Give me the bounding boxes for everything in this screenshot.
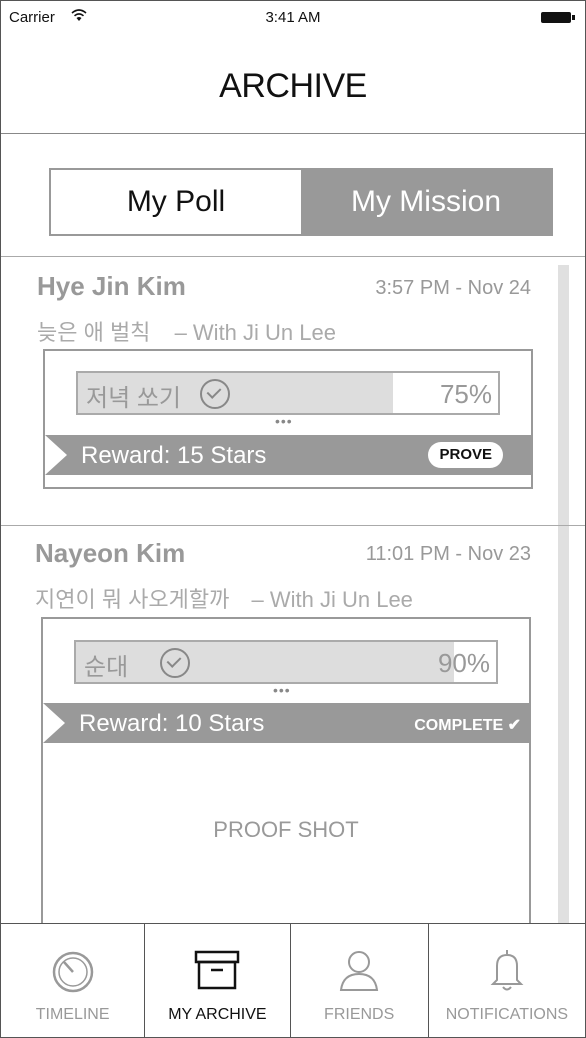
progress-fill bbox=[78, 373, 393, 413]
tab-label: TIMELINE bbox=[35, 1006, 110, 1023]
battery-icon bbox=[541, 12, 575, 23]
more-dots-icon[interactable]: ••• bbox=[275, 413, 293, 429]
task-label: 순대 bbox=[84, 654, 129, 681]
check-circle-icon bbox=[200, 379, 230, 409]
bell-icon bbox=[490, 950, 524, 991]
user-name: Nayeon Kim bbox=[35, 538, 186, 568]
scroll-indicator[interactable] bbox=[558, 265, 569, 925]
mission-subtitle: 지연이 뭐 사오게할까 – With Ji Un Lee bbox=[35, 582, 413, 614]
with-partner: – With Ji Un Lee bbox=[251, 587, 413, 612]
progress-percent: 75% bbox=[439, 379, 492, 409]
nav-header: ARCHIVE bbox=[1, 33, 585, 134]
divider bbox=[1, 525, 585, 526]
tab-label: NOTIFICATIONS bbox=[445, 1006, 569, 1023]
segment-my-poll[interactable]: My Poll bbox=[51, 170, 301, 234]
tab-bar: TIMELINE MY ARCHIVE FRIENDS NOTIFICATION… bbox=[1, 923, 585, 1037]
proof-shot-placeholder[interactable]: PROOF SHOT bbox=[213, 817, 359, 842]
person-icon bbox=[340, 951, 379, 991]
status-bar: Carrier 3:41 AM bbox=[1, 1, 585, 33]
tab-my-archive[interactable]: MY ARCHIVE bbox=[145, 924, 291, 1037]
mission-box: 저녁 쏘기 75% ••• Reward: 15 Stars PROVE bbox=[43, 349, 533, 489]
tab-timeline[interactable]: TIMELINE bbox=[1, 924, 146, 1037]
more-dots-icon[interactable]: ••• bbox=[273, 682, 291, 698]
mission-card[interactable]: Hye Jin Kim 3:57 PM - Nov 24 늦은 애 벌칙 – W… bbox=[1, 257, 585, 525]
progress-bar: 순대 90% bbox=[74, 640, 498, 684]
reward-bar: Reward: 10 Stars COMPLETE ✔ bbox=[43, 703, 529, 743]
progress-fill bbox=[76, 642, 454, 682]
segmented-control: My Poll My Mission bbox=[49, 168, 553, 236]
tab-friends[interactable]: FRIENDS bbox=[291, 924, 429, 1037]
page-title: ARCHIVE bbox=[219, 67, 367, 105]
clock-label: 3:41 AM bbox=[265, 9, 321, 26]
reward-bar: Reward: 15 Stars PROVE bbox=[45, 435, 531, 475]
mission-card[interactable]: Nayeon Kim 11:01 PM - Nov 23 지연이 뭐 사오게할까… bbox=[1, 526, 585, 941]
complete-label: COMPLETE bbox=[414, 717, 504, 734]
play-triangle-icon bbox=[45, 435, 67, 475]
wifi-icon bbox=[71, 9, 87, 25]
play-triangle-icon bbox=[43, 703, 65, 743]
segment-my-mission[interactable]: My Mission bbox=[301, 170, 551, 234]
with-partner: – With Ji Un Lee bbox=[174, 320, 336, 345]
mission-box: 순대 90% ••• Reward: 10 Stars COMPLETE ✔ P… bbox=[41, 617, 531, 941]
reward-label: Reward: 10 Stars bbox=[79, 710, 265, 737]
task-label: 저녁 쏘기 bbox=[86, 385, 181, 412]
divider bbox=[1, 256, 585, 257]
carrier-label: Carrier bbox=[9, 9, 55, 26]
mission-title: 지연이 뭐 사오게할까 bbox=[35, 587, 230, 612]
check-circle-icon bbox=[160, 648, 190, 678]
tab-label: MY ARCHIVE bbox=[168, 1006, 267, 1023]
timestamp: 3:57 PM - Nov 24 bbox=[375, 277, 531, 299]
archive-box-icon bbox=[195, 950, 240, 990]
progress-bar: 저녁 쏘기 75% bbox=[76, 371, 500, 415]
checkmark-icon: ✔ bbox=[507, 717, 521, 734]
mission-title: 늦은 애 벌칙 bbox=[37, 320, 151, 345]
user-name: Hye Jin Kim bbox=[37, 271, 186, 301]
tab-notifications[interactable]: NOTIFICATIONS bbox=[429, 924, 585, 1037]
reward-label: Reward: 15 Stars bbox=[81, 442, 267, 469]
complete-status: COMPLETE ✔ bbox=[414, 715, 521, 735]
timestamp: 11:01 PM - Nov 23 bbox=[365, 543, 531, 565]
prove-button[interactable]: PROVE bbox=[428, 442, 503, 468]
timer-icon bbox=[52, 951, 93, 993]
tab-label: FRIENDS bbox=[324, 1006, 395, 1023]
mission-subtitle: 늦은 애 벌칙 – With Ji Un Lee bbox=[37, 315, 336, 347]
progress-percent: 90% bbox=[437, 648, 490, 678]
